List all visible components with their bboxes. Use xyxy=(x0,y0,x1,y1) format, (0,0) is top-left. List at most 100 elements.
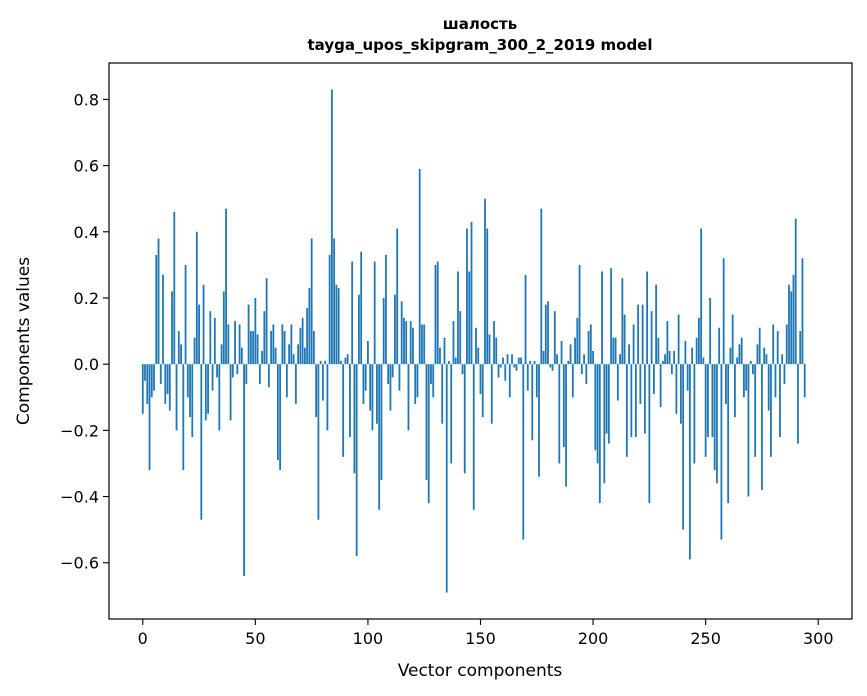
bar xyxy=(351,261,354,365)
bar xyxy=(436,261,439,365)
bar xyxy=(513,364,516,368)
bar xyxy=(738,344,741,365)
bar xyxy=(184,264,187,365)
bar xyxy=(788,284,790,365)
bar xyxy=(758,327,761,365)
bar xyxy=(448,360,450,365)
bar xyxy=(308,288,311,365)
bar xyxy=(157,238,160,365)
bar xyxy=(524,274,527,365)
bar xyxy=(558,364,561,464)
bar xyxy=(684,341,687,365)
bar xyxy=(664,354,667,365)
bar xyxy=(585,364,588,385)
bar xyxy=(445,364,448,593)
bar xyxy=(466,228,468,365)
bar xyxy=(504,364,507,381)
bar xyxy=(616,364,619,401)
bar xyxy=(673,350,676,365)
bar xyxy=(159,364,162,385)
bar xyxy=(576,317,579,365)
bar xyxy=(481,364,484,418)
bar xyxy=(441,364,444,424)
bar xyxy=(367,341,369,365)
bar xyxy=(502,357,504,365)
bar xyxy=(702,357,705,365)
bar xyxy=(785,324,788,365)
bar xyxy=(276,364,279,461)
y-tick-label: −0.6 xyxy=(60,554,99,573)
bar xyxy=(677,314,680,365)
bar xyxy=(508,364,511,398)
y-tick-label: −0.4 xyxy=(60,488,99,507)
bar xyxy=(265,278,268,365)
bar xyxy=(607,364,610,444)
bar xyxy=(517,357,520,365)
bar xyxy=(675,364,678,414)
bar xyxy=(650,311,653,365)
bar xyxy=(711,364,714,437)
bar xyxy=(324,360,327,365)
bar xyxy=(749,360,752,365)
bar xyxy=(412,327,414,365)
bar xyxy=(731,314,734,365)
x-axis-ticks: 0 50 100 150 200 250 300 xyxy=(138,619,834,648)
bar xyxy=(166,364,169,394)
bar xyxy=(470,221,473,365)
bar xyxy=(497,364,500,378)
bar xyxy=(380,364,383,480)
bar xyxy=(700,228,703,365)
bar xyxy=(734,364,736,418)
y-tick-label: 0.2 xyxy=(74,289,99,308)
bar xyxy=(414,364,417,404)
bar xyxy=(628,344,630,365)
bar xyxy=(614,337,617,365)
bar xyxy=(598,364,601,504)
bar xyxy=(182,364,185,471)
bar xyxy=(198,304,200,365)
bar xyxy=(240,347,243,365)
bar xyxy=(432,364,435,398)
bar xyxy=(648,364,651,504)
x-tick-label: 150 xyxy=(465,629,496,648)
bar xyxy=(657,337,660,365)
bar xyxy=(623,314,626,365)
bar xyxy=(592,350,594,365)
bar xyxy=(218,364,221,431)
bar xyxy=(405,321,408,365)
bar xyxy=(162,274,164,365)
bar xyxy=(670,364,673,375)
bar xyxy=(562,364,565,447)
bar xyxy=(571,364,574,398)
bar xyxy=(630,364,633,437)
bar xyxy=(171,291,173,365)
bar xyxy=(745,364,748,391)
bar xyxy=(720,364,723,540)
bar xyxy=(477,347,480,365)
bar xyxy=(803,364,806,398)
bar xyxy=(394,294,396,365)
bar xyxy=(461,364,464,375)
bar xyxy=(792,274,795,365)
bar xyxy=(596,364,599,464)
bar xyxy=(743,364,745,398)
bar xyxy=(452,321,455,365)
bar xyxy=(779,364,781,437)
bar xyxy=(434,264,437,365)
bar xyxy=(493,321,495,365)
bar xyxy=(698,317,700,365)
bar xyxy=(382,297,385,365)
bar xyxy=(407,364,410,431)
bar xyxy=(580,364,583,375)
bars-group xyxy=(141,89,806,593)
bar xyxy=(587,331,590,365)
bar xyxy=(756,344,759,365)
bar xyxy=(655,284,658,365)
bar xyxy=(547,301,549,365)
x-tick-label: 50 xyxy=(245,629,265,648)
bar xyxy=(488,334,491,365)
bar xyxy=(443,337,446,365)
bar xyxy=(245,364,248,385)
bar xyxy=(605,364,608,434)
